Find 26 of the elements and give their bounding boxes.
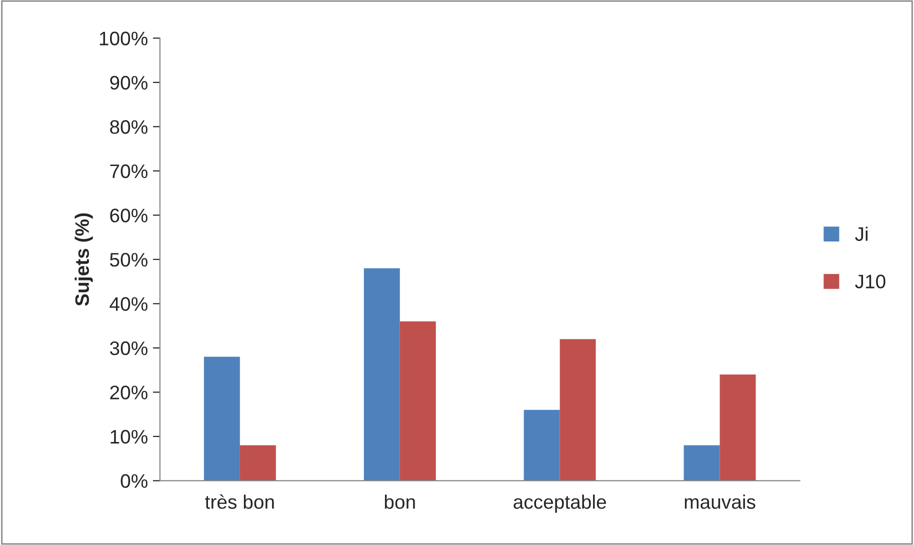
- y-tick-label: 80%: [110, 120, 148, 134]
- y-tick-label: 30%: [110, 341, 148, 356]
- x-tick-label: très bon: [205, 494, 274, 509]
- y-tick-label: 20%: [110, 386, 148, 400]
- x-tick-label: bon: [384, 494, 415, 509]
- y-tick-label: 60%: [110, 208, 148, 222]
- y-tick-label: 40%: [110, 297, 148, 311]
- y-tick-label: 50%: [110, 252, 148, 267]
- bar: [720, 374, 756, 481]
- x-tick-label: acceptable: [514, 494, 606, 513]
- bar: [560, 339, 596, 481]
- y-tick-label: 0%: [120, 474, 148, 488]
- y-tick-label: 70%: [110, 164, 148, 178]
- y-tick-label: 90%: [110, 76, 148, 90]
- bar: [400, 321, 436, 481]
- x-tick-label: mauvais: [684, 494, 756, 509]
- bar: [524, 410, 560, 481]
- bar: [240, 445, 276, 481]
- bar: [204, 356, 240, 481]
- y-tick-label: 100%: [100, 32, 148, 46]
- legend-label: J10: [855, 274, 886, 288]
- legend-label: Ji: [855, 226, 868, 241]
- y-axis-title: Sujets (%): [74, 213, 93, 306]
- y-tick-label: 10%: [110, 430, 148, 444]
- bar: [364, 268, 400, 481]
- bar: [684, 445, 720, 481]
